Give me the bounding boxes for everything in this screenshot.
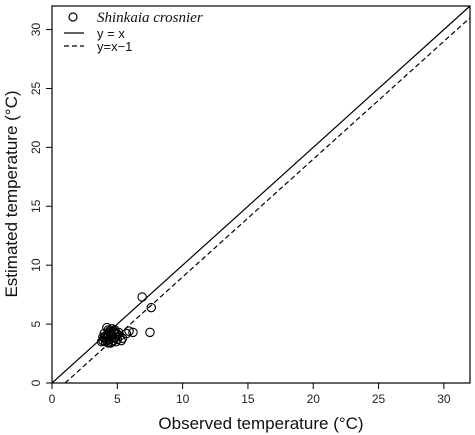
data-point bbox=[111, 337, 121, 347]
y-axis: 0 5 10 15 20 25 30 bbox=[29, 23, 52, 386]
y-tick-label: 5 bbox=[29, 320, 43, 327]
legend-marker-circle bbox=[68, 12, 78, 22]
x-tick-label: 10 bbox=[176, 392, 190, 406]
data-point bbox=[146, 302, 157, 313]
data-points bbox=[96, 292, 157, 348]
x-tick-label: 0 bbox=[49, 392, 56, 406]
data-point bbox=[145, 327, 155, 338]
data-point bbox=[109, 325, 120, 335]
data-point bbox=[111, 332, 121, 342]
data-point bbox=[116, 335, 126, 346]
data-point bbox=[128, 327, 138, 338]
y-tick-label: 10 bbox=[29, 258, 43, 272]
data-point bbox=[103, 325, 113, 335]
y-tick-label: 0 bbox=[29, 379, 43, 386]
y-tick-label: 25 bbox=[29, 81, 43, 95]
y-tick-label: 20 bbox=[29, 140, 43, 154]
x-tick-label: 25 bbox=[372, 392, 386, 406]
data-point bbox=[106, 338, 116, 348]
y-tick-label: 15 bbox=[29, 199, 43, 213]
data-point bbox=[137, 292, 147, 302]
legend: Shinkaia crosnier y = x y=x−1 bbox=[64, 10, 203, 54]
y-axis-title: Estimated temperature (°C) bbox=[2, 90, 21, 297]
y-tick-label: 30 bbox=[29, 23, 43, 37]
legend-label-yx-minus-1: y=x−1 bbox=[97, 39, 132, 54]
legend-label-yx: y = x bbox=[97, 26, 125, 41]
data-point bbox=[98, 332, 108, 342]
x-tick-label: 15 bbox=[241, 392, 255, 406]
data-point bbox=[124, 326, 134, 336]
data-point bbox=[104, 326, 115, 336]
legend-label-species: Shinkaia crosnier bbox=[97, 10, 203, 26]
x-axis: 0 5 10 15 20 25 30 bbox=[49, 383, 451, 406]
x-tick-label: 20 bbox=[307, 392, 321, 406]
plot-frame bbox=[51, 5, 471, 384]
reference-line-solid bbox=[51, 5, 471, 384]
x-tick-label: 5 bbox=[114, 392, 121, 406]
x-axis-title: Observed temperature (°C) bbox=[158, 414, 363, 433]
x-tick-label: 30 bbox=[437, 392, 451, 406]
reference-line-dashed bbox=[64, 17, 471, 384]
reference-lines bbox=[51, 5, 471, 384]
